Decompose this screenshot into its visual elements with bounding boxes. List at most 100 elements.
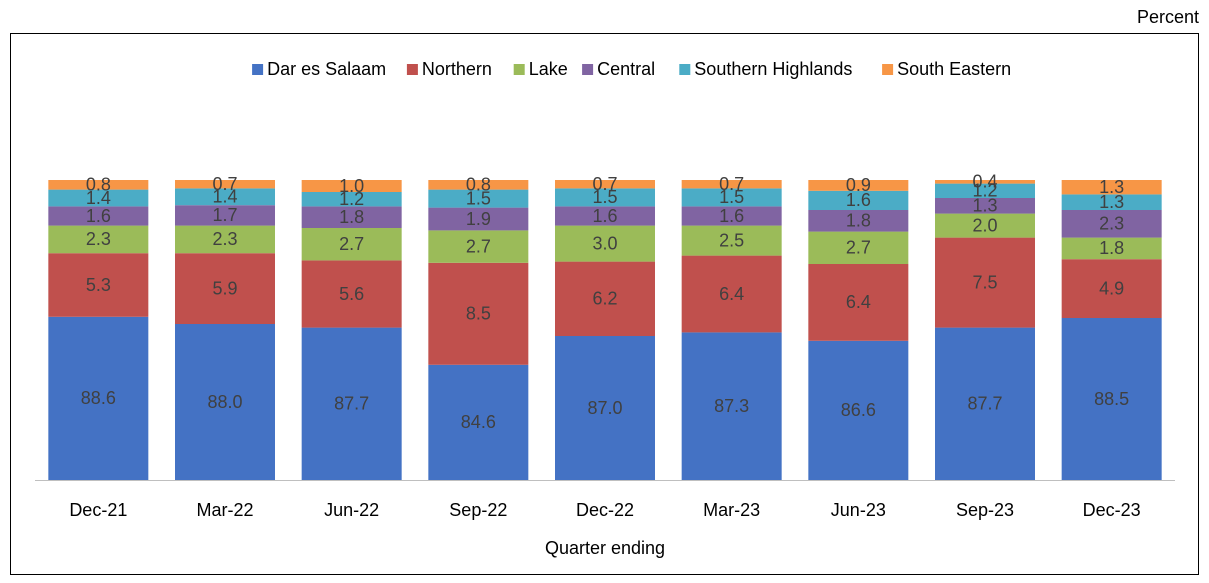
- bar-segment: [175, 205, 275, 226]
- data-label: 4.9: [1099, 278, 1124, 298]
- data-label: 1.2: [339, 189, 364, 209]
- bar-segment: [555, 261, 655, 336]
- data-label: 1.0: [339, 176, 364, 196]
- data-label: 87.3: [714, 396, 749, 416]
- data-label: 1.2: [972, 181, 997, 201]
- data-label: 88.6: [81, 388, 116, 408]
- data-label: 2.3: [212, 229, 237, 249]
- bar-segment: [808, 264, 909, 341]
- bar-segment: [555, 336, 655, 480]
- legend-label: South Eastern: [897, 59, 1011, 79]
- x-tick-label: Sep-22: [449, 500, 507, 520]
- bar-segment: [175, 324, 275, 480]
- x-tick-label: Jun-23: [831, 500, 886, 520]
- bar-segment: [681, 255, 782, 333]
- x-tick-label: Mar-22: [196, 500, 253, 520]
- bar-segment: [428, 189, 529, 208]
- data-label: 5.9: [212, 278, 237, 298]
- bar-segment: [301, 180, 402, 192]
- data-label: 7.5: [972, 272, 997, 292]
- data-label: 8.5: [466, 304, 491, 324]
- data-label: 0.8: [466, 175, 491, 195]
- data-label: 5.6: [339, 284, 364, 304]
- x-tick-label: Jun-22: [324, 500, 379, 520]
- bar-segment: [48, 206, 149, 226]
- legend-swatch: [406, 64, 418, 75]
- bar-segment: [808, 190, 909, 210]
- data-label: 6.2: [592, 289, 617, 309]
- bar-segment: [808, 210, 909, 232]
- bar-segment: [808, 340, 909, 480]
- chart-frame: [10, 33, 1199, 575]
- data-label: 87.0: [587, 398, 622, 418]
- bar-segment: [428, 262, 529, 365]
- data-label: 2.7: [466, 236, 491, 256]
- legend-swatch: [882, 64, 894, 75]
- bar-segment: [555, 188, 655, 207]
- legend-label: Northern: [422, 59, 492, 79]
- bar-segment: [428, 180, 529, 190]
- data-label: 5.3: [86, 275, 111, 295]
- data-label: 1.6: [846, 190, 871, 210]
- bar-segment: [935, 183, 1035, 198]
- bar-segment: [175, 188, 275, 206]
- x-tick-label: Dec-23: [1083, 500, 1141, 520]
- bar-segment: [935, 327, 1035, 480]
- unit-label: Percent: [1137, 7, 1199, 27]
- data-label: 88.5: [1094, 389, 1129, 409]
- bar-segment: [1061, 194, 1162, 210]
- data-label: 2.3: [86, 229, 111, 249]
- bar-segment: [808, 231, 909, 264]
- data-label: 87.7: [967, 394, 1002, 414]
- data-label: 2.7: [339, 234, 364, 254]
- data-label: 1.9: [466, 209, 491, 229]
- bar-segment: [175, 253, 275, 324]
- bar-segment: [935, 180, 1035, 184]
- data-label: 2.0: [972, 215, 997, 235]
- data-label: 2.3: [1099, 214, 1124, 234]
- bar-segment: [681, 188, 782, 207]
- legend-swatch: [582, 64, 594, 75]
- data-label: 1.3: [1099, 192, 1124, 212]
- data-label: 1.6: [592, 206, 617, 226]
- data-label: 1.3: [1099, 177, 1124, 197]
- bar-segment: [808, 180, 909, 191]
- data-label: 1.3: [972, 196, 997, 216]
- legend-swatch: [513, 64, 525, 75]
- data-label: 0.7: [212, 174, 237, 194]
- data-label: 0.8: [86, 175, 111, 195]
- bar-segment: [555, 225, 655, 262]
- bar-segment: [301, 260, 402, 328]
- data-label: 87.7: [334, 394, 369, 414]
- bar-segment: [681, 225, 782, 256]
- bar-segment: [1061, 259, 1162, 318]
- data-label: 1.6: [86, 206, 111, 226]
- data-label: 2.5: [719, 230, 744, 250]
- data-label: 1.8: [1099, 238, 1124, 258]
- x-tick-label: Sep-23: [956, 500, 1014, 520]
- data-label: 84.6: [461, 412, 496, 432]
- bar-segment: [1061, 180, 1162, 195]
- legend-label: Southern Highlands: [694, 59, 852, 79]
- data-label: 0.7: [592, 174, 617, 194]
- bar-segment: [175, 180, 275, 189]
- bar-segment: [681, 206, 782, 226]
- bar-segment: [301, 192, 402, 207]
- x-axis-title: Quarter ending: [545, 538, 665, 558]
- x-tick-label: Mar-23: [703, 500, 760, 520]
- bar-segment: [681, 332, 782, 480]
- data-label: 88.0: [207, 392, 242, 412]
- bar-segment: [1061, 318, 1162, 480]
- x-tick-label: Dec-21: [69, 500, 127, 520]
- bar-segment: [555, 206, 655, 226]
- data-label: 1.5: [719, 187, 744, 207]
- bar-segment: [935, 213, 1035, 238]
- bar-segment: [428, 364, 529, 480]
- bar-segment: [935, 198, 1035, 214]
- bar-segment: [555, 180, 655, 189]
- bar-segment: [48, 316, 149, 480]
- data-label: 86.6: [841, 400, 876, 420]
- data-label: 0.4: [972, 172, 997, 192]
- data-label: 1.7: [212, 205, 237, 225]
